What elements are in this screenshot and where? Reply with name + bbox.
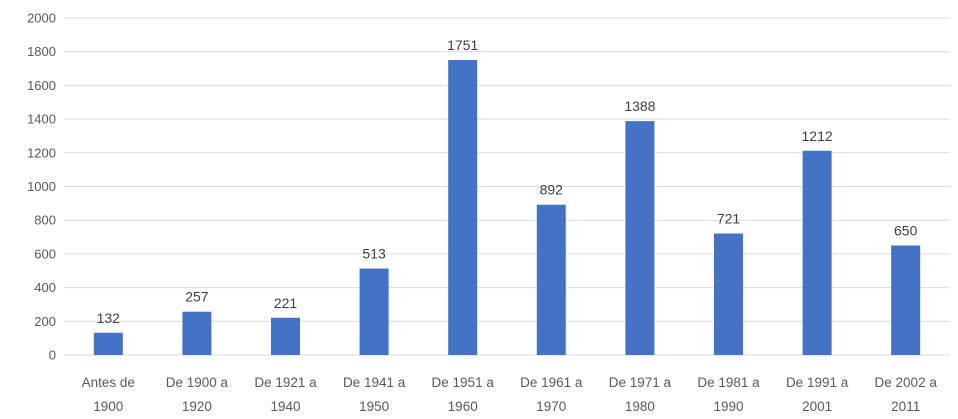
y-tick-label: 800 bbox=[34, 213, 56, 228]
y-tick-label: 400 bbox=[34, 280, 56, 295]
data-label: 132 bbox=[97, 310, 121, 326]
bar bbox=[182, 311, 212, 355]
x-axis-tick-labels: Antes de 1900 De 1900 a 1920 De 1921 a 1940 De… bbox=[82, 375, 938, 414]
data-label: 1751 bbox=[447, 37, 478, 53]
x-tick-label: 1920 bbox=[182, 399, 212, 414]
data-labels: 132 257 221 513 1751 892 1388 721 1212 650 bbox=[97, 37, 918, 326]
x-tick-label: 2001 bbox=[802, 399, 832, 414]
y-tick-label: 1600 bbox=[27, 78, 56, 93]
data-label: 650 bbox=[894, 222, 918, 238]
y-tick-label: 1200 bbox=[27, 145, 56, 160]
x-tick-label: 1970 bbox=[536, 399, 566, 414]
x-tick-label: 1960 bbox=[448, 399, 478, 414]
x-tick-label: De 1951 a bbox=[432, 375, 495, 390]
x-tick-label: Antes de bbox=[82, 375, 135, 390]
x-tick-label: 1950 bbox=[359, 399, 389, 414]
bar bbox=[448, 59, 478, 355]
y-tick-label: 1000 bbox=[27, 179, 56, 194]
data-label: 257 bbox=[185, 289, 209, 305]
y-tick-label: 200 bbox=[34, 314, 56, 329]
x-tick-label: De 2002 a bbox=[875, 375, 938, 390]
gridlines bbox=[64, 17, 950, 356]
y-axis-tick-labels: 0 200 400 600 800 1000 1200 1400 1600 1800 2000 bbox=[27, 11, 56, 363]
bar bbox=[271, 317, 300, 355]
bar bbox=[359, 268, 389, 355]
x-tick-label: 1900 bbox=[93, 399, 123, 414]
data-label: 221 bbox=[274, 295, 298, 311]
x-tick-label: 1980 bbox=[625, 399, 655, 414]
bar bbox=[891, 245, 921, 355]
x-tick-label: De 1981 a bbox=[697, 375, 760, 390]
bars bbox=[93, 59, 921, 355]
bar bbox=[93, 332, 123, 355]
x-tick-label: De 1941 a bbox=[343, 375, 406, 390]
bar bbox=[536, 204, 566, 355]
y-tick-label: 1400 bbox=[27, 112, 56, 127]
x-tick-label: De 1991 a bbox=[786, 375, 849, 390]
x-tick-label: 1990 bbox=[713, 399, 743, 414]
data-label: 1212 bbox=[802, 128, 833, 144]
x-tick-label: De 1971 a bbox=[609, 375, 672, 390]
bar bbox=[714, 233, 743, 355]
bar bbox=[625, 121, 655, 355]
data-label: 513 bbox=[362, 246, 386, 262]
y-tick-label: 1800 bbox=[27, 44, 56, 59]
x-tick-label: 1940 bbox=[270, 399, 300, 414]
bar bbox=[802, 150, 832, 355]
x-tick-label: De 1961 a bbox=[520, 375, 583, 390]
data-label: 721 bbox=[717, 211, 741, 227]
data-label: 1388 bbox=[624, 98, 655, 114]
y-tick-label: 600 bbox=[34, 246, 56, 261]
x-tick-label: De 1900 a bbox=[166, 375, 229, 390]
x-tick-label: 2011 bbox=[891, 399, 920, 414]
x-tick-label: De 1921 a bbox=[254, 375, 317, 390]
y-tick-label: 2000 bbox=[27, 11, 56, 26]
y-tick-label: 0 bbox=[49, 348, 56, 363]
data-label: 892 bbox=[540, 182, 564, 198]
